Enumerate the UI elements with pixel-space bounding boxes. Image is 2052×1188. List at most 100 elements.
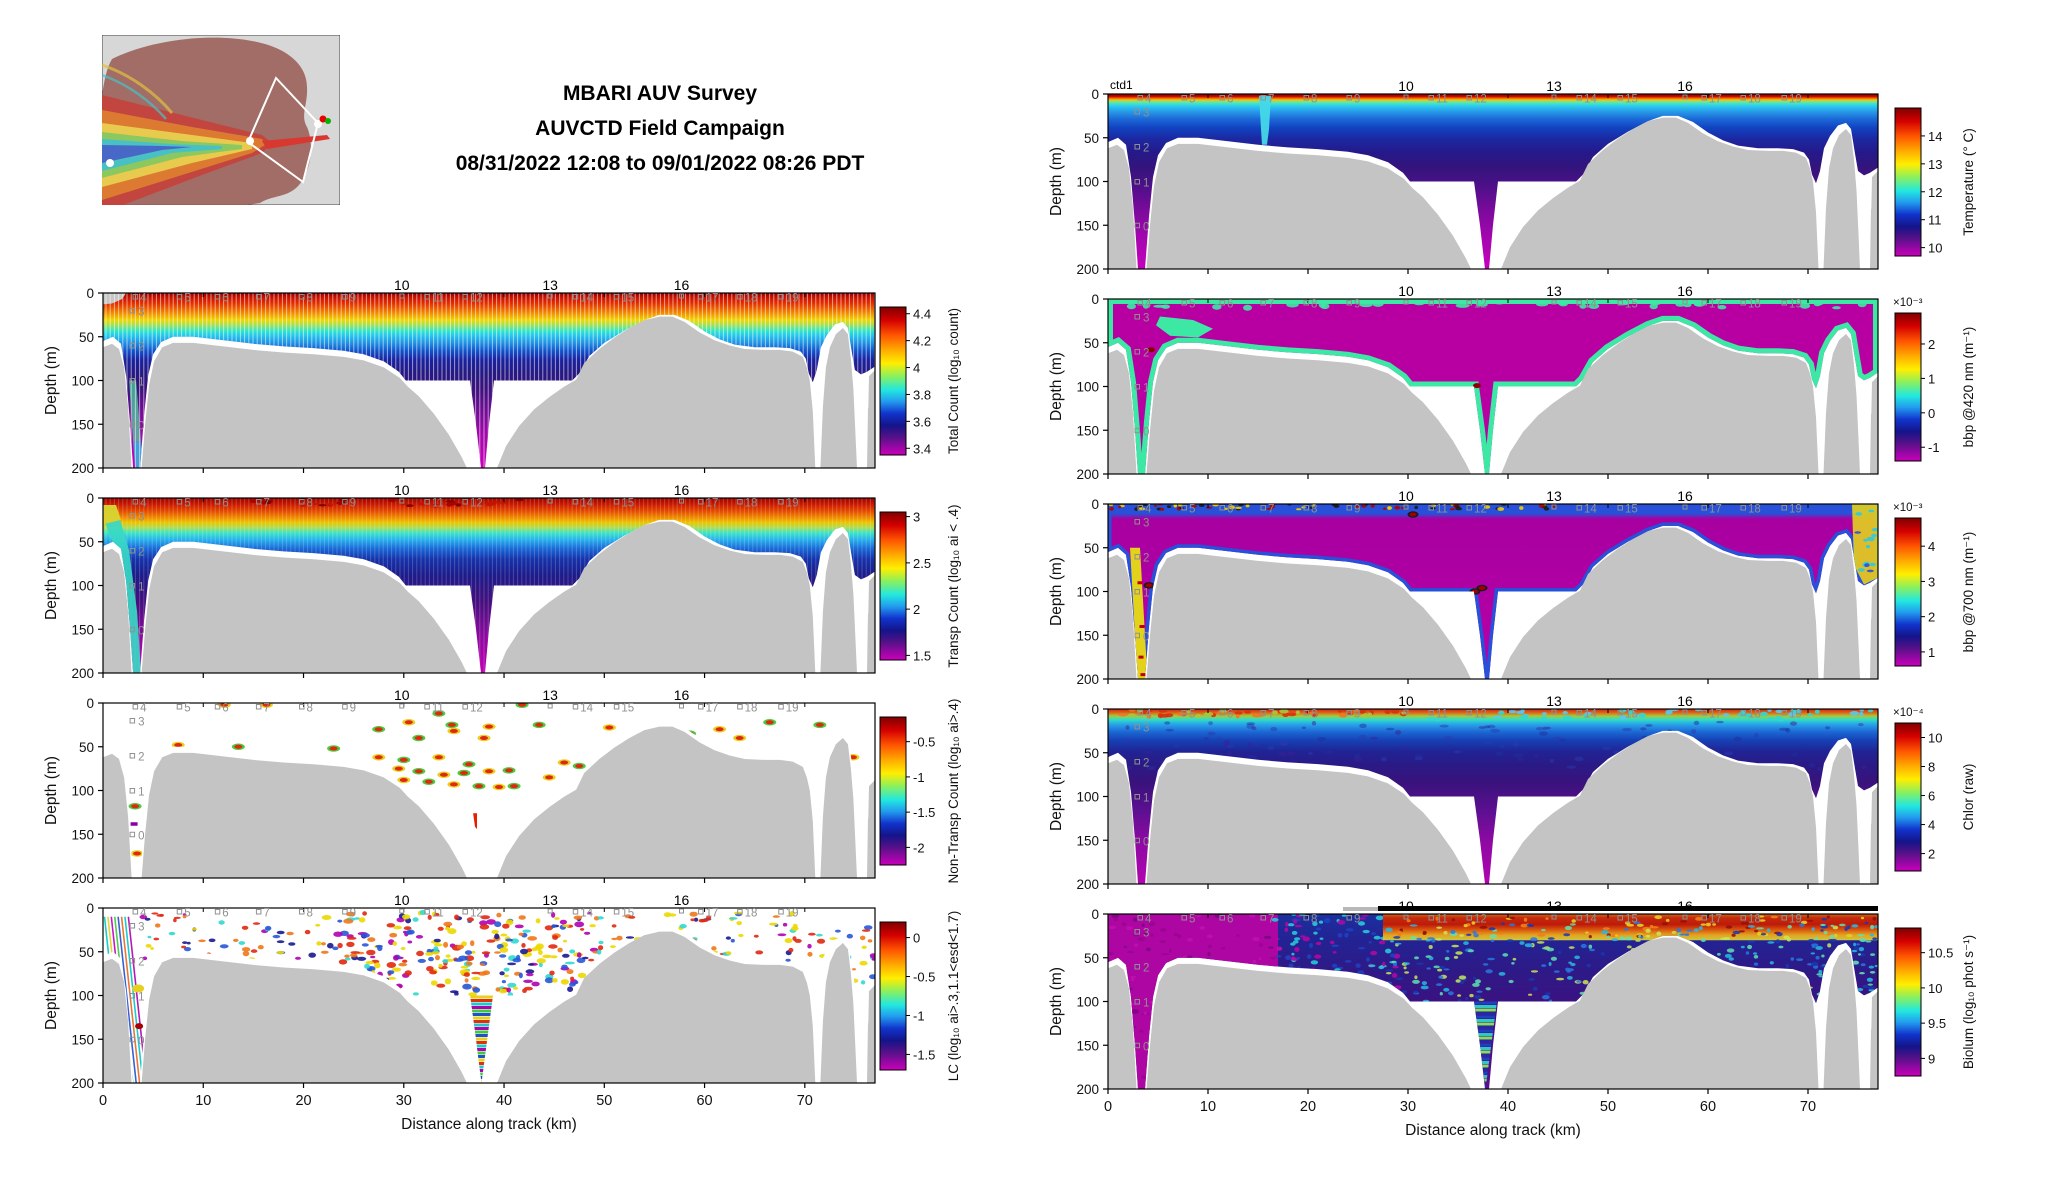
waypoint-square bbox=[1701, 95, 1707, 101]
waypoint-number: 8 bbox=[1311, 709, 1317, 721]
waypoint-number: 9 bbox=[1354, 914, 1360, 926]
y-tick-label: 200 bbox=[71, 871, 94, 886]
y-tick-label: 50 bbox=[79, 330, 94, 345]
waypoint-square bbox=[299, 499, 305, 505]
waypoint-square bbox=[1134, 589, 1140, 595]
y-tick-label: 150 bbox=[1076, 1038, 1099, 1053]
waypoint-number: 17 bbox=[1709, 94, 1722, 106]
waypoint-square bbox=[399, 908, 405, 914]
waypoint-number: 12 bbox=[1474, 709, 1487, 721]
waypoint-square bbox=[342, 704, 348, 710]
waypoint-number-bold: 16 bbox=[1677, 488, 1693, 504]
waypoint-square bbox=[1740, 710, 1746, 716]
waypoint-number: 3 bbox=[1143, 928, 1149, 940]
waypoint-square bbox=[129, 788, 136, 794]
waypoint-number: 14 bbox=[580, 703, 593, 715]
waypoint-number: 7 bbox=[1268, 914, 1274, 926]
waypoint-number: 6 bbox=[222, 293, 228, 305]
waypoint-square bbox=[1137, 300, 1143, 306]
title-line-2: AUVCTD Field Campaign bbox=[535, 117, 785, 140]
waypoint-square bbox=[342, 294, 348, 300]
waypoint-number-bold: 10 bbox=[1398, 488, 1414, 504]
y-tick-label: 50 bbox=[1084, 131, 1099, 146]
seafloor bbox=[103, 343, 132, 468]
waypoint-square bbox=[1303, 710, 1309, 716]
waypoint-number: 2 bbox=[138, 547, 144, 559]
colorbar-bar bbox=[879, 511, 907, 661]
waypoint-square bbox=[737, 909, 743, 915]
waypoint-number: 7 bbox=[263, 908, 269, 920]
waypoint-number: 12 bbox=[470, 293, 483, 305]
map-gully bbox=[101, 63, 174, 114]
colorbar-tick-label: 4 bbox=[913, 361, 920, 376]
waypoint-number: 2 bbox=[1143, 143, 1149, 155]
x-tick-label: 40 bbox=[496, 1093, 512, 1109]
waypoint-number: 17 bbox=[1709, 914, 1722, 926]
waypoint-number: 18 bbox=[1748, 709, 1761, 721]
waypoint-square bbox=[1134, 384, 1140, 390]
waypoint-number: 15 bbox=[621, 908, 634, 920]
waypoint-number: 2 bbox=[1143, 963, 1149, 975]
waypoint-number: 5 bbox=[1189, 709, 1195, 721]
waypoint-square bbox=[1551, 709, 1557, 715]
waypoint-number: 0 bbox=[138, 625, 144, 637]
waypoint-number: 9 bbox=[1354, 709, 1360, 721]
waypoint-number: 15 bbox=[1625, 504, 1638, 516]
overlay-layer bbox=[128, 703, 860, 857]
waypoint-number: 17 bbox=[1709, 504, 1722, 516]
waypoint-number: 4 bbox=[140, 703, 147, 715]
waypoint-square bbox=[1428, 300, 1434, 306]
waypoint-square bbox=[1181, 95, 1187, 101]
colorbar-tick-label: 9.5 bbox=[1928, 1016, 1946, 1031]
y-axis-label: Depth (m) bbox=[1048, 967, 1065, 1036]
waypoint-square bbox=[1466, 300, 1472, 306]
y-tick-label: 200 bbox=[1076, 262, 1099, 277]
waypoint-square bbox=[1303, 915, 1309, 921]
waypoint-square bbox=[424, 294, 430, 300]
waypoint-square bbox=[1134, 314, 1140, 320]
colorbar-tick-label: -1 bbox=[1928, 440, 1940, 455]
waypoint-number: 12 bbox=[1474, 504, 1487, 516]
waypoint-number: 2 bbox=[1143, 348, 1149, 360]
waypoint-number: 12 bbox=[470, 703, 483, 715]
waypoint-number: 6 bbox=[1227, 299, 1233, 311]
waypoint-square bbox=[462, 294, 468, 300]
waypoint-square bbox=[1134, 144, 1140, 150]
colorbar-bar bbox=[1894, 312, 1922, 462]
colorbar-tick-label: -1.5 bbox=[913, 805, 935, 820]
waypoint-square bbox=[572, 909, 579, 915]
waypoint-square bbox=[299, 704, 305, 710]
seafloor bbox=[1108, 759, 1137, 884]
y-tick-label: 200 bbox=[1076, 672, 1099, 687]
waypoint-square bbox=[778, 294, 784, 300]
waypoint-square bbox=[1260, 505, 1266, 511]
waypoint-number: 11 bbox=[432, 293, 444, 305]
seafloor bbox=[820, 943, 857, 1083]
colorbar-tick-label: -0.5 bbox=[913, 970, 935, 985]
waypoint-square bbox=[342, 499, 348, 505]
waypoint-number: 7 bbox=[1268, 94, 1274, 106]
x-tick-label: 50 bbox=[1600, 1099, 1616, 1115]
waypoint-number: 9 bbox=[350, 908, 356, 920]
waypoint-number: 6 bbox=[222, 703, 228, 715]
waypoint-number: 19 bbox=[786, 498, 799, 510]
waypoint-square bbox=[1682, 94, 1688, 100]
waypoint-number: 11 bbox=[1436, 299, 1448, 311]
waypoint-number: 18 bbox=[1748, 299, 1761, 311]
colorbar-bar bbox=[1894, 517, 1922, 667]
waypoint-number: 11 bbox=[432, 498, 444, 510]
waypoint-square bbox=[1617, 915, 1623, 921]
waypoint-number-bold: 13 bbox=[542, 687, 558, 703]
seafloor bbox=[1108, 964, 1137, 1089]
waypoint-number: 8 bbox=[307, 293, 313, 305]
waypoint-square bbox=[129, 308, 136, 314]
waypoint-square bbox=[214, 704, 221, 710]
y-tick-label: 100 bbox=[1076, 585, 1099, 600]
waypoint-number: 17 bbox=[706, 293, 719, 305]
waypoint-square bbox=[132, 499, 139, 505]
waypoint-number: 7 bbox=[1268, 504, 1274, 516]
waypoint-number: 5 bbox=[1189, 94, 1195, 106]
waypoint-square bbox=[1134, 929, 1140, 935]
colorbar-bar bbox=[879, 716, 907, 866]
waypoint-square bbox=[1134, 222, 1140, 229]
